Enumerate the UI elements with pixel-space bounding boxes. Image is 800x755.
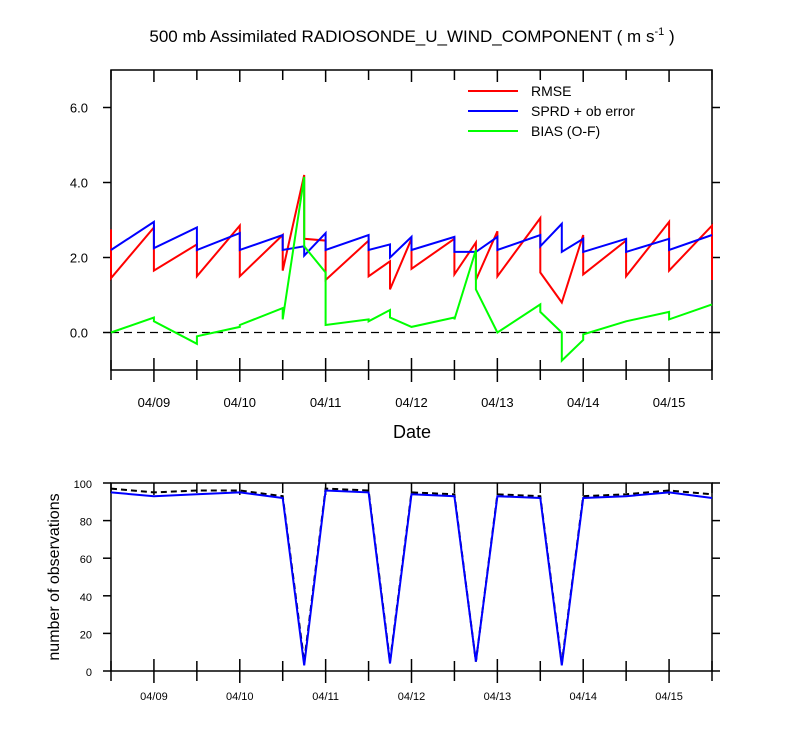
top-y-tick-label: 6.0 [70,101,88,116]
bottom-plot-frame [110,482,713,672]
bottom-x-tick-label: 04/15 [655,691,683,703]
bottom-series-line-assimilated [110,489,713,666]
bottom-y-tick-label: 80 [80,517,92,529]
bottom-x-tick-label: 04/13 [484,691,512,703]
top-x-tick-label: 04/14 [567,395,600,410]
top-x-tick-label: 04/09 [138,395,171,410]
top-y-tick-label: 2.0 [70,251,88,266]
chart-title-units-close: ) [664,27,674,46]
bottom-y-tick-label: 60 [80,554,92,566]
bottom-y-tick-label: 20 [80,629,92,641]
bottom-x-tick-label: 04/14 [569,691,597,703]
top-series-line-sprd-ob-error [110,220,713,260]
top-y-tick-label: 0.0 [70,326,88,341]
bottom-x-tick-label: 04/10 [226,691,254,703]
top-series-line-bias-o-f [110,176,713,363]
legend-bias-label: BIAS (O-F) [531,123,600,139]
chart-title-units: ( m s [617,27,655,46]
legend-sprd-label: SPRD + ob error [531,103,635,119]
top-x-tick-label: 04/11 [310,395,342,410]
top-x-tick-label: 04/10 [224,395,257,410]
bottom-y-tick-label: 100 [74,479,92,491]
legend: RMSE SPRD + ob error BIAS (O-F) [468,83,635,139]
legend-rmse-label: RMSE [531,83,571,99]
top-x-tick-label: 04/15 [653,395,686,410]
chart-title: 500 mb Assimilated RADIOSONDE_U_WIND_COM… [149,26,674,46]
top-x-tick-label: 04/13 [481,395,514,410]
chart-title-text: 500 mb Assimilated RADIOSONDE_U_WIND_COM… [149,27,612,46]
chart-title-units-exponent: -1 [654,26,664,38]
top-y-tick-label: 4.0 [70,176,88,191]
x-axis-label: Date [393,422,431,442]
bottom-y-tick-label: 0 [86,667,92,679]
bottom-series-line-possible [110,487,713,664]
bottom-x-tick-label: 04/12 [398,691,426,703]
top-x-tick-label: 04/12 [395,395,428,410]
y-axis-label-observations: number of observations [46,493,63,660]
bottom-x-tick-label: 04/09 [140,691,168,703]
bottom-y-tick-label: 40 [80,592,92,604]
bottom-x-tick-label: 04/11 [312,691,339,703]
